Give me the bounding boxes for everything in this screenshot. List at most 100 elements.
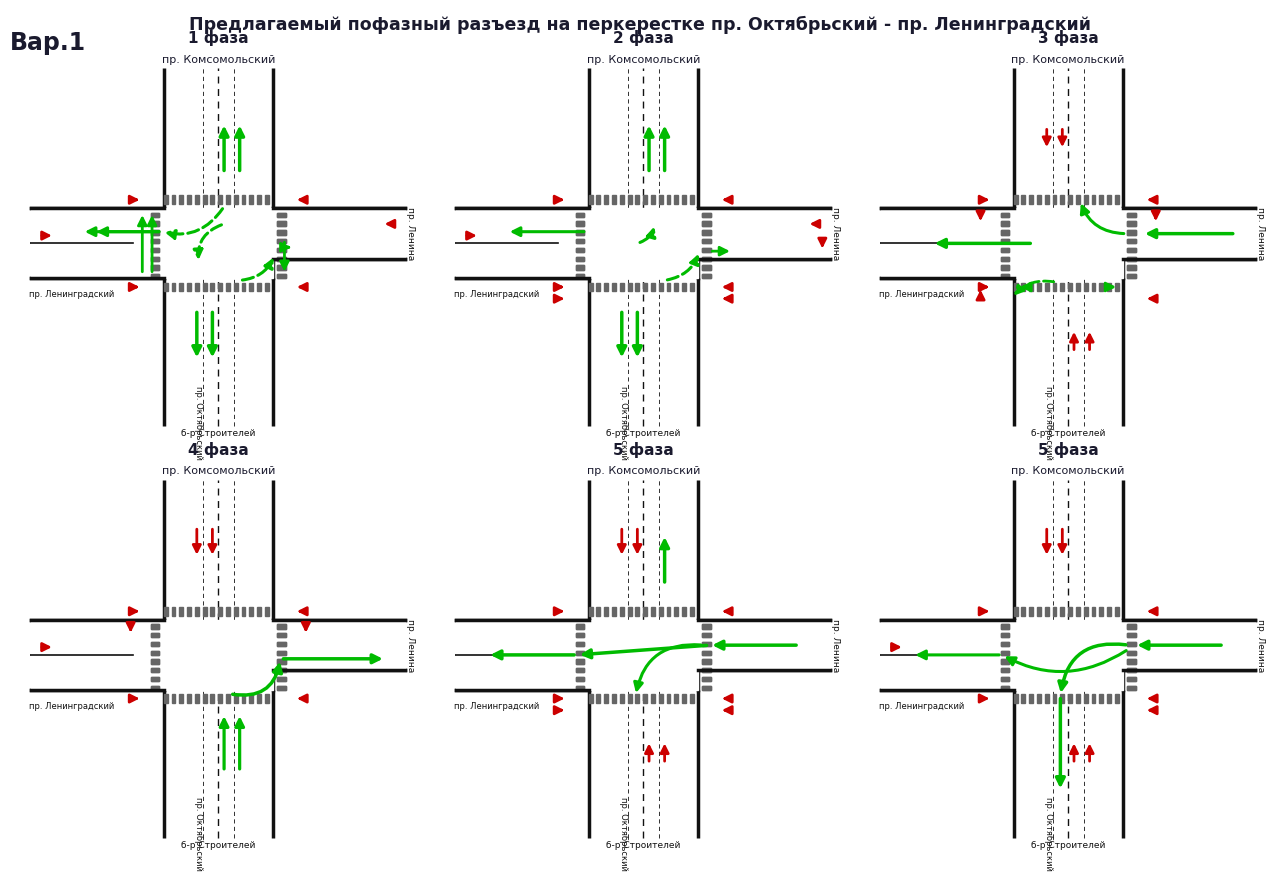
Bar — [701, 212, 710, 217]
Bar — [151, 230, 160, 235]
Bar — [604, 282, 608, 291]
Bar — [644, 282, 648, 291]
Bar — [151, 624, 160, 628]
Bar — [1001, 633, 1010, 637]
Bar — [1092, 607, 1096, 616]
Bar — [250, 607, 253, 616]
Bar — [701, 686, 710, 690]
Bar — [1029, 607, 1033, 616]
Text: пр. Октябрьский: пр. Октябрьский — [1044, 797, 1053, 871]
Bar — [576, 257, 585, 261]
Bar — [604, 694, 608, 703]
Bar — [1069, 694, 1073, 703]
Bar — [1126, 677, 1135, 681]
Bar — [1084, 196, 1088, 204]
Text: 5 фаза: 5 фаза — [613, 442, 673, 458]
Bar — [644, 196, 648, 204]
Bar — [276, 239, 285, 243]
Bar — [1092, 694, 1096, 703]
Bar — [701, 266, 710, 270]
Bar — [1001, 248, 1010, 252]
Bar — [179, 282, 183, 291]
Bar — [604, 196, 608, 204]
Bar — [620, 282, 623, 291]
Bar — [151, 650, 160, 655]
Bar — [1001, 248, 1010, 252]
Bar — [1001, 221, 1010, 226]
Bar — [659, 607, 663, 616]
Bar — [1001, 212, 1010, 217]
Text: б-р Строителей: б-р Строителей — [605, 429, 681, 438]
Bar — [195, 282, 198, 291]
Bar — [576, 686, 585, 690]
Bar — [1052, 607, 1056, 616]
Bar — [1001, 677, 1010, 681]
Bar — [576, 266, 585, 270]
Bar — [1126, 230, 1135, 235]
Bar — [250, 694, 253, 703]
Bar — [1001, 257, 1010, 261]
Bar — [1126, 650, 1135, 655]
Bar — [257, 196, 261, 204]
Bar — [1021, 694, 1025, 703]
Bar — [675, 607, 678, 616]
Bar — [652, 282, 655, 291]
Bar — [1001, 686, 1010, 690]
Bar — [675, 196, 678, 204]
Bar — [276, 212, 285, 217]
Bar — [276, 642, 285, 646]
Bar — [1044, 694, 1048, 703]
Bar — [276, 677, 285, 681]
Bar — [1100, 607, 1103, 616]
Bar — [227, 607, 230, 616]
Bar — [276, 266, 285, 270]
Bar — [151, 212, 160, 217]
Bar — [701, 668, 710, 673]
Bar — [589, 607, 593, 616]
Bar — [265, 694, 269, 703]
Bar — [218, 607, 223, 616]
Bar — [1126, 686, 1135, 690]
Bar — [172, 694, 175, 703]
Bar — [219, 196, 223, 204]
Bar — [682, 694, 686, 703]
Bar — [234, 196, 238, 204]
Bar — [1126, 266, 1135, 270]
Bar — [1001, 239, 1010, 243]
Bar — [1084, 607, 1088, 616]
Bar — [612, 282, 616, 291]
Text: пр. Ленина: пр. Ленина — [407, 207, 416, 260]
Bar — [1115, 196, 1119, 204]
Bar — [164, 620, 273, 690]
Bar — [596, 694, 600, 703]
Bar — [1021, 282, 1025, 291]
Bar — [881, 208, 1014, 279]
Bar — [701, 212, 710, 217]
Text: пр. Комсомольский: пр. Комсомольский — [161, 466, 275, 476]
Bar — [682, 607, 686, 616]
Bar — [151, 274, 160, 279]
Bar — [202, 694, 206, 703]
Bar — [1126, 659, 1135, 664]
Bar — [210, 282, 214, 291]
Bar — [690, 607, 694, 616]
Bar — [202, 607, 206, 616]
Bar — [576, 230, 585, 235]
Bar — [576, 624, 585, 628]
Bar — [210, 694, 214, 703]
Bar — [1001, 668, 1010, 673]
Bar — [701, 650, 710, 655]
Bar — [151, 642, 160, 646]
Bar — [1126, 686, 1135, 690]
Bar — [179, 694, 183, 703]
Bar — [1126, 642, 1135, 646]
Bar — [627, 282, 631, 291]
Bar — [242, 607, 246, 616]
Bar — [659, 282, 663, 291]
Bar — [1100, 196, 1103, 204]
Bar — [652, 694, 655, 703]
Text: б-р Строителей: б-р Строителей — [1030, 429, 1106, 438]
Bar — [234, 607, 238, 616]
Bar — [576, 633, 585, 637]
Bar — [257, 694, 261, 703]
